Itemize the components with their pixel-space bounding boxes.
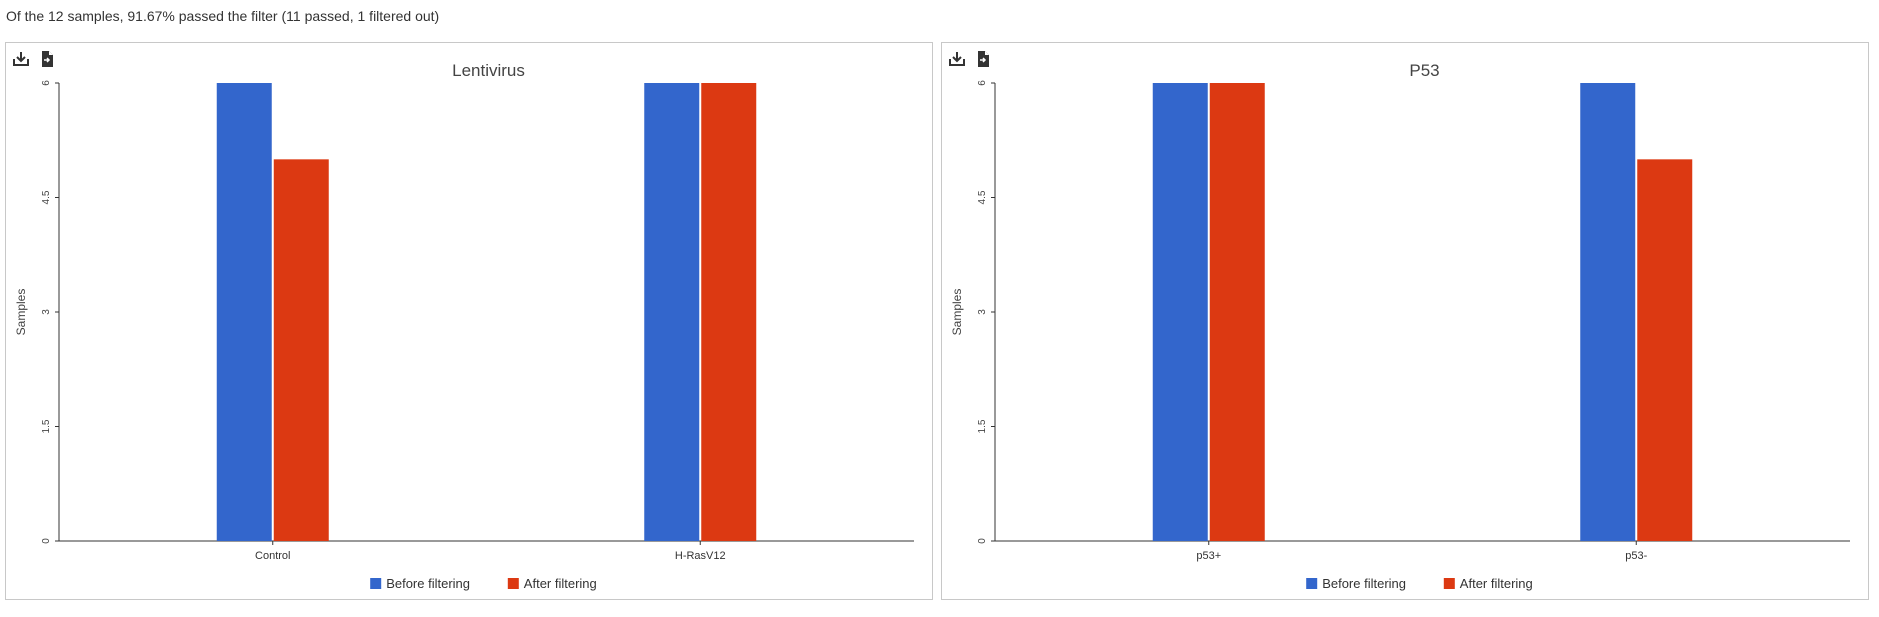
- y-tick-label: 4.5: [977, 190, 988, 204]
- filter-summary: Of the 12 samples, 91.67% passed the fil…: [6, 8, 440, 24]
- bar-control-before-filtering: [216, 83, 272, 541]
- y-tick-label: 3: [41, 309, 52, 315]
- bar-p53-before-filtering: [1152, 83, 1208, 541]
- export-document-icon[interactable]: [38, 50, 56, 68]
- legend-swatch: [370, 578, 382, 589]
- y-axis-label: Samples: [950, 289, 964, 336]
- download-icon[interactable]: [12, 50, 30, 68]
- chart-title: Lentivirus: [452, 61, 525, 80]
- legend-label: After filtering: [1460, 576, 1533, 591]
- bar-h-rasv12-after-filtering: [701, 83, 757, 541]
- y-tick-label: 0: [41, 538, 52, 544]
- bar-chart: P53 Samples 0 1.5 3 4.5 6 p53+ p53- Before filter…: [950, 61, 1850, 591]
- download-icon[interactable]: [948, 50, 966, 68]
- y-tick-label: 1.5: [977, 419, 988, 433]
- chart-panel-p53: P53 Samples 0 1.5 3 4.5 6 p53+ p53- Before filter…: [941, 42, 1869, 600]
- y-tick-label: 6: [41, 80, 52, 86]
- y-tick-label: 0: [977, 538, 988, 544]
- bar-chart: Lentivirus Samples 0 1.5 3 4.5 6 Control H-RasV1…: [14, 61, 914, 591]
- chart-title: P53: [1409, 61, 1439, 80]
- x-tick-label: p53-: [1625, 550, 1647, 562]
- y-tick-label: 6: [977, 80, 988, 86]
- legend-label: Before filtering: [1322, 576, 1406, 591]
- bar-p53-before-filtering: [1580, 83, 1636, 541]
- bar-h-rasv12-before-filtering: [644, 83, 700, 541]
- legend-swatch: [507, 578, 519, 589]
- bar-p53-after-filtering: [1209, 83, 1265, 541]
- bar-control-after-filtering: [273, 159, 329, 541]
- y-tick-label: 1.5: [41, 419, 52, 433]
- y-axis-label: Samples: [14, 289, 28, 336]
- legend-swatch: [1306, 578, 1318, 589]
- bar-p53-after-filtering: [1637, 159, 1693, 541]
- chart-panel-lentivirus: Lentivirus Samples 0 1.5 3 4.5 6 Control H-RasV1…: [5, 42, 933, 600]
- legend-label: After filtering: [524, 576, 597, 591]
- x-tick-label: H-RasV12: [675, 550, 726, 562]
- x-tick-label: Control: [255, 550, 290, 562]
- legend-swatch: [1443, 578, 1455, 589]
- y-tick-label: 3: [977, 309, 988, 315]
- legend-label: Before filtering: [386, 576, 470, 591]
- export-document-icon[interactable]: [974, 50, 992, 68]
- y-tick-label: 4.5: [41, 190, 52, 204]
- x-tick-label: p53+: [1196, 550, 1221, 562]
